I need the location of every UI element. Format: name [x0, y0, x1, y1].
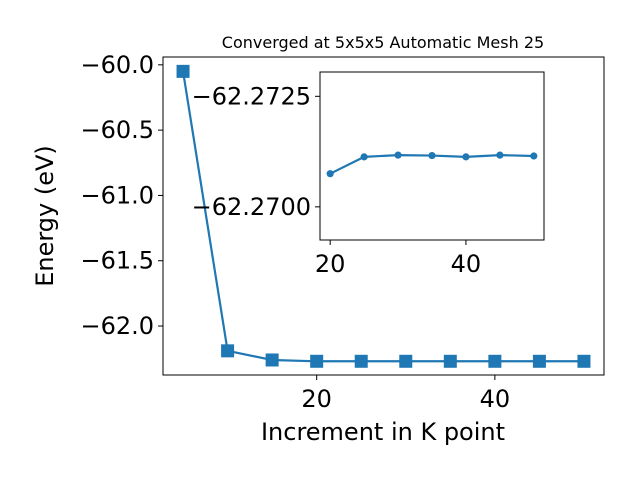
chart-title: Converged at 5x5x5 Automatic Mesh 25 [222, 33, 544, 52]
main-data-point [310, 354, 324, 368]
inset-axes: −62.2725−62.2700 20 40 [192, 71, 545, 278]
main-y-tick-label: −61.5 [80, 247, 154, 275]
inset-data-point [360, 153, 368, 161]
inset-series [326, 151, 538, 178]
main-y-tick-label: −60.5 [80, 116, 154, 144]
main-series [176, 64, 591, 368]
main-data-point [354, 354, 368, 368]
inset-data-point [326, 170, 334, 178]
main-data-point [532, 354, 546, 368]
main-data-point [443, 354, 457, 368]
main-data-point [221, 344, 235, 358]
main-x-ticks: 20 40 [301, 375, 510, 413]
main-y-ticks: −60.0 −60.5 −61.0 −61.5 −62.0 [80, 51, 163, 340]
inset-data-point [530, 152, 538, 160]
inset-y-tick-label: −62.2700 [192, 193, 311, 221]
inset-data-point [496, 151, 504, 159]
inset-x-tick-label: 20 [315, 250, 346, 278]
inset-y-ticks: −62.2725 −62.2700 [192, 82, 320, 221]
inset-y-tick-label: −62.2725 [192, 82, 311, 110]
inset-data-point [394, 151, 402, 159]
main-x-tick-label: 20 [301, 385, 332, 413]
main-y-tick-label: −62.0 [80, 312, 154, 340]
inset-x-tick-label: 40 [451, 250, 482, 278]
inset-data-point [462, 153, 470, 161]
y-axis-label: Energy (eV) [31, 145, 59, 287]
main-data-point [265, 353, 279, 367]
inset-x-ticks: 20 40 [315, 240, 481, 278]
main-y-tick-label: −60.0 [80, 51, 154, 79]
main-y-tick-label: −61.0 [80, 181, 154, 209]
main-series-line [181, 71, 584, 363]
inset-data-point [428, 151, 436, 160]
main-data-point [488, 354, 502, 368]
main-data-point [176, 64, 190, 78]
x-axis-label: Increment in K point [261, 418, 505, 446]
main-data-point [399, 354, 413, 368]
main-data-point [577, 354, 591, 368]
main-x-tick-label: 40 [480, 385, 511, 413]
